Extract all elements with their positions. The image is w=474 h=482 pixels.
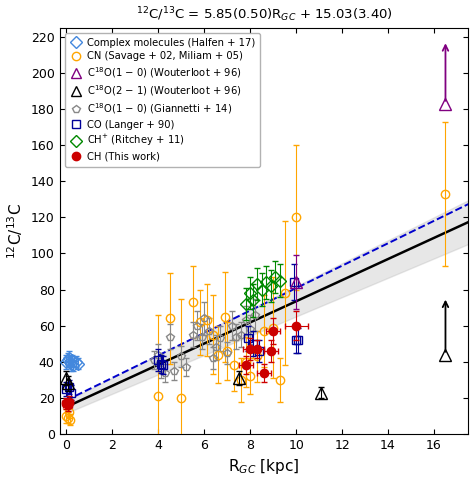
Title: $^{12}$C/$^{13}$C = 5.85(0.50)R$_{GC}$ + 15.03(3.40): $^{12}$C/$^{13}$C = 5.85(0.50)R$_{GC}$ +… — [136, 6, 392, 24]
Legend: Complex molecules (Halfen + 17), CN (Savage + 02, Miliam + 05), C$^{18}$O(1 $-$ : Complex molecules (Halfen + 17), CN (Sav… — [64, 33, 260, 167]
Y-axis label: $^{12}$C/$^{13}$C: $^{12}$C/$^{13}$C — [6, 203, 25, 259]
X-axis label: R$_{GC}$ [kpc]: R$_{GC}$ [kpc] — [228, 457, 300, 476]
